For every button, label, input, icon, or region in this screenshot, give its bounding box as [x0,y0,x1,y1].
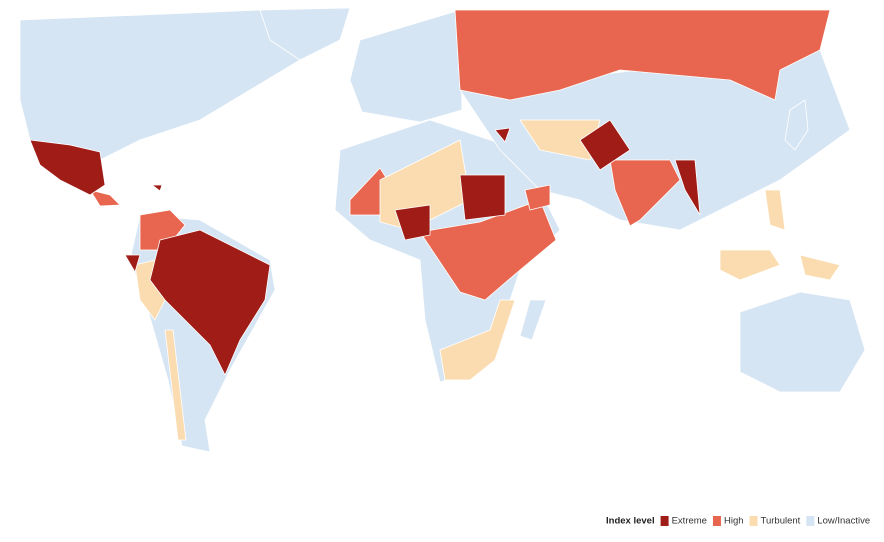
legend-title: Index level [606,516,655,527]
brazil [149,229,271,376]
greenland [259,7,351,61]
legend-label: Turbulent [761,516,801,527]
legend-swatch [749,516,758,526]
papua [799,254,841,281]
central-america [89,189,121,207]
australia [739,291,866,393]
russia [454,9,831,101]
legend: Index level Extreme High Turbulent Low/Inac… [606,516,870,527]
india [609,159,681,227]
haiti [151,184,163,192]
mexico [29,139,106,196]
nigeria [394,204,431,241]
map-shapes [19,7,866,453]
pakistan [579,119,631,171]
legend-swatch [806,516,815,526]
southern-africa [439,299,516,381]
asia [459,49,851,231]
sudan [459,174,506,221]
legend-label: Low/Inactive [817,516,870,527]
madagascar [519,299,547,341]
yemen [524,184,551,211]
indonesia [719,249,781,281]
sahel [379,139,471,231]
chile [164,329,187,441]
legend-swatch [660,516,669,526]
myanmar [674,159,701,216]
legend-label: High [724,516,744,527]
japan [784,99,809,151]
legend-label: Extreme [672,516,707,527]
syria [494,127,511,143]
ecuador [124,254,141,273]
legend-swatch [712,516,721,526]
philippines [764,189,786,231]
europe [349,9,463,123]
middle-east [519,119,601,161]
